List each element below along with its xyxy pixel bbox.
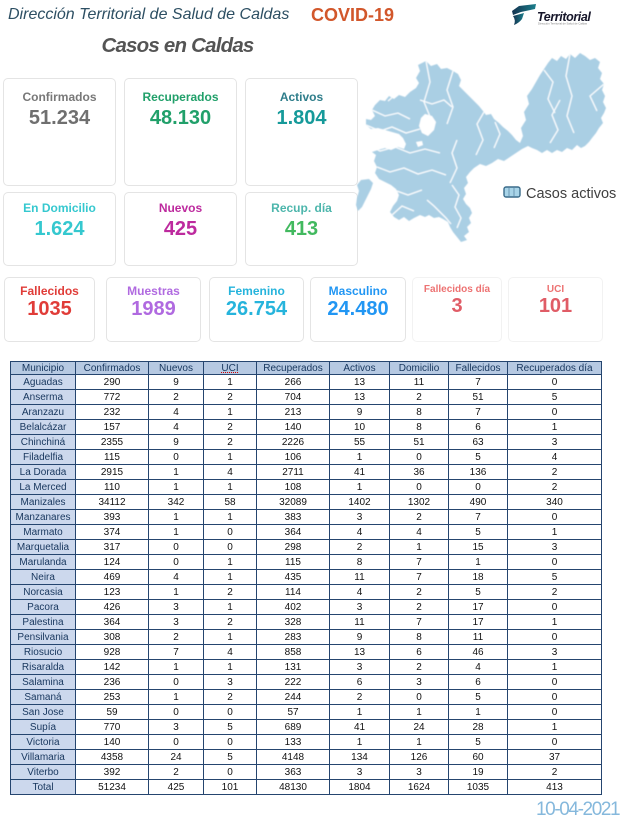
svg-text:Territorial: Territorial: [537, 10, 591, 24]
svg-text:Dirección Territorial de Salud: Dirección Territorial de Salud de Caldas: [538, 22, 588, 26]
svg-text:Casos activos: Casos activos: [526, 186, 616, 202]
